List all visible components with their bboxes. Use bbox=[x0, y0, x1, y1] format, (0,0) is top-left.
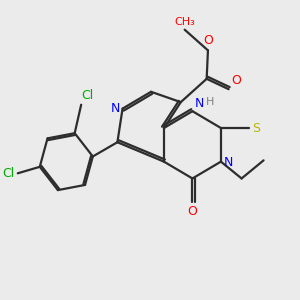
Text: N: N bbox=[194, 97, 204, 110]
Text: S: S bbox=[253, 122, 260, 134]
Text: CH₃: CH₃ bbox=[174, 16, 195, 27]
Text: H: H bbox=[206, 97, 214, 107]
Text: O: O bbox=[188, 205, 197, 218]
Text: Cl: Cl bbox=[81, 88, 93, 102]
Text: Cl: Cl bbox=[2, 167, 15, 180]
Text: O: O bbox=[231, 74, 241, 87]
Text: O: O bbox=[203, 34, 213, 47]
Text: N: N bbox=[111, 102, 120, 115]
Text: N: N bbox=[224, 156, 233, 170]
